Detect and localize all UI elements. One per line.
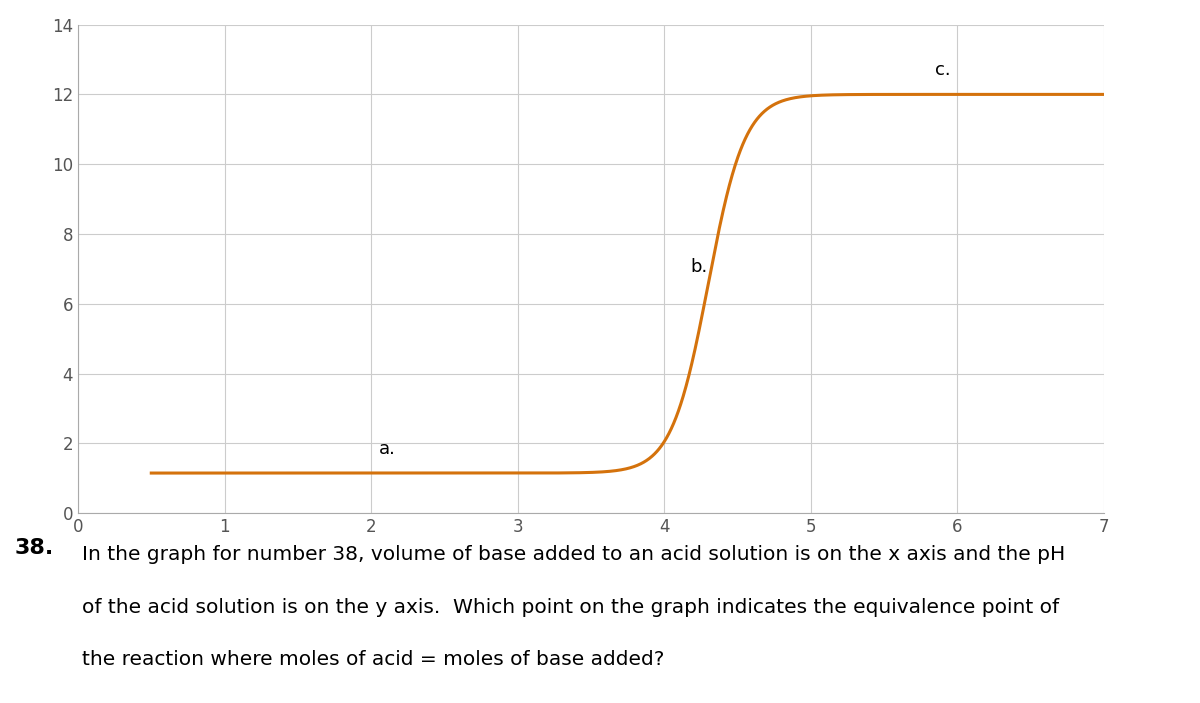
Text: of the acid solution is on the y axis.  Which point on the graph indicates the e: of the acid solution is on the y axis. W… [82,598,1058,617]
Text: In the graph for number 38, volume of base added to an acid solution is on the x: In the graph for number 38, volume of ba… [82,545,1064,564]
Text: a.: a. [378,440,395,458]
Text: the reaction where moles of acid = moles of base added?: the reaction where moles of acid = moles… [82,650,664,669]
Text: 38.: 38. [14,538,54,557]
Text: c.: c. [936,61,952,79]
Text: b.: b. [691,259,708,276]
